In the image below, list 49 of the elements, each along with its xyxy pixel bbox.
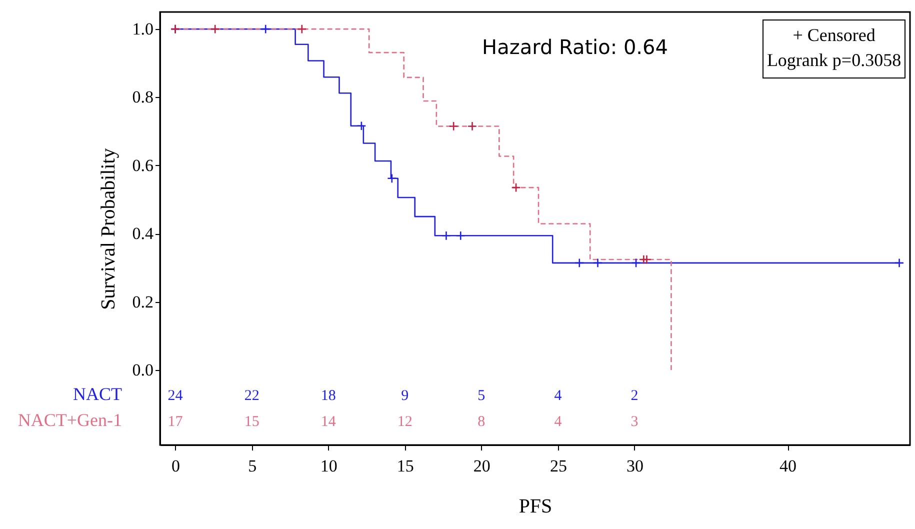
annotation: Logrank p=0.3058	[766, 50, 902, 70]
point	[592, 258, 603, 268]
point	[574, 258, 584, 268]
annotation: 18	[320, 388, 336, 404]
annotation: 4	[554, 414, 562, 430]
annotation: 17	[168, 414, 184, 430]
x-tick-label: 25	[550, 456, 567, 476]
y-tick-label: 0.6	[132, 156, 154, 175]
x-tick-label: 20	[473, 456, 490, 476]
point	[260, 24, 270, 34]
point	[467, 121, 478, 132]
point	[356, 121, 366, 131]
point	[642, 254, 652, 264]
point	[297, 24, 307, 34]
annotation: 15	[244, 414, 260, 430]
annotation: 14	[320, 414, 336, 430]
point	[456, 230, 466, 240]
y-axis-title: Survival Probability	[97, 148, 120, 310]
point	[511, 182, 521, 192]
annotation: + Censored	[792, 25, 876, 45]
annotation: 9	[401, 388, 409, 404]
annotation: 22	[244, 388, 260, 404]
point	[387, 174, 397, 184]
x-tick-label: 10	[320, 456, 338, 476]
y-tick-label: 0.4	[132, 224, 154, 244]
y-tick-label: 0.8	[132, 88, 154, 107]
x-tick-label: 0	[172, 456, 180, 476]
x-tick-label: 5	[248, 456, 257, 476]
point	[894, 258, 904, 268]
annotation: 8	[478, 414, 486, 430]
annotation: 12	[397, 414, 412, 430]
point	[210, 24, 220, 34]
annotation: 3	[630, 414, 638, 430]
annotation: 2	[630, 388, 638, 404]
annotation: 5	[478, 388, 486, 404]
y-tick-label: 1.0	[132, 20, 154, 39]
text: NACT+Gen-1	[18, 410, 122, 430]
x-tick-label: 40	[780, 456, 797, 476]
y-tick-label: 0.0	[132, 360, 154, 380]
point	[631, 258, 641, 268]
annotation: Hazard Ratio: 0.64	[482, 35, 668, 59]
x-axis-title: PFS	[518, 496, 552, 518]
y-tick-label: 0.2	[132, 292, 154, 312]
x-tick-label: 15	[396, 456, 414, 476]
annotation: 4	[554, 388, 562, 404]
x-tick-label: 30	[626, 456, 644, 476]
text: NACT	[73, 384, 122, 404]
annotation: 24	[168, 388, 184, 404]
point	[448, 121, 458, 132]
